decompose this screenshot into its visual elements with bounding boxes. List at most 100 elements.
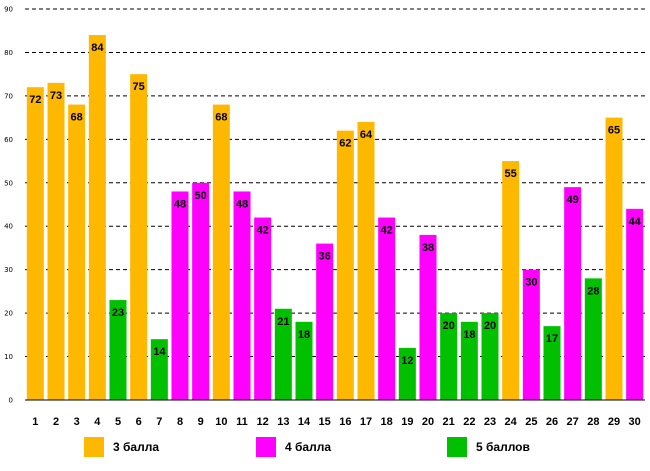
data-label: 21 — [277, 316, 289, 328]
bar — [460, 321, 478, 400]
x-tick-label: 17 — [360, 416, 372, 428]
x-tick-label: 10 — [215, 416, 227, 428]
x-tick-label: 19 — [401, 416, 413, 428]
bar — [357, 121, 375, 400]
y-tick-label: 90 — [4, 6, 13, 14]
bar — [543, 326, 561, 400]
data-label: 28 — [587, 285, 599, 297]
data-label: 18 — [298, 329, 310, 341]
bar — [564, 187, 582, 400]
bar — [26, 87, 44, 400]
bar — [212, 104, 230, 401]
bar — [254, 217, 272, 400]
bar — [378, 217, 396, 400]
y-tick-label: 0 — [9, 397, 13, 405]
data-label: 42 — [257, 225, 269, 237]
x-tick-label: 1 — [32, 416, 38, 428]
x-tick-label: 28 — [587, 416, 599, 428]
data-label: 42 — [381, 225, 393, 237]
legend-swatch-3 — [84, 437, 104, 457]
data-label: 49 — [567, 194, 579, 206]
data-label: 50 — [195, 190, 207, 202]
bar — [109, 300, 127, 400]
data-label: 68 — [71, 112, 83, 124]
bar — [192, 182, 210, 400]
bar — [481, 313, 499, 400]
legend-label-3: 3 балла — [113, 440, 160, 454]
bar — [584, 278, 602, 400]
legend-item-4: 4 балла — [256, 437, 331, 457]
y-tick-label: 40 — [4, 223, 13, 231]
data-label: 20 — [443, 320, 455, 332]
data-label: 62 — [339, 138, 351, 150]
bar — [88, 35, 106, 401]
bar — [522, 269, 540, 400]
bar — [440, 313, 458, 400]
x-tick-label: 6 — [136, 416, 142, 428]
bar — [419, 234, 437, 400]
x-tick-label: 3 — [74, 416, 80, 428]
y-tick-label: 30 — [4, 266, 13, 274]
data-label: 68 — [215, 112, 227, 124]
x-tick-label: 9 — [198, 416, 204, 428]
data-label: 55 — [505, 168, 517, 180]
bar — [502, 161, 520, 400]
x-tick-label: 11 — [236, 416, 248, 428]
x-tick-label: 2 — [53, 416, 59, 428]
x-tick-label: 18 — [381, 416, 393, 428]
data-label: 64 — [360, 129, 373, 141]
x-tick-label: 15 — [319, 416, 331, 428]
x-tick-label: 13 — [277, 416, 289, 428]
data-label: 48 — [236, 198, 248, 210]
y-tick-label: 10 — [4, 353, 13, 361]
legend-item-5: 5 баллов — [447, 437, 530, 457]
x-tick-label: 8 — [177, 416, 183, 428]
bar — [47, 82, 65, 400]
y-tick-label: 70 — [4, 92, 13, 100]
bar — [130, 74, 148, 401]
x-tick-label: 7 — [156, 416, 162, 428]
data-label: 44 — [629, 216, 642, 228]
bar — [336, 130, 354, 400]
x-tick-label: 25 — [525, 416, 537, 428]
bar — [605, 117, 623, 400]
y-tick-label: 50 — [4, 179, 13, 187]
data-label: 30 — [525, 277, 537, 289]
legend-swatch-4 — [256, 437, 276, 457]
data-label: 65 — [608, 125, 620, 137]
legend-label-5: 5 баллов — [476, 440, 530, 454]
y-axis-ticks: 0 10 20 30 40 50 60 70 80 90 — [4, 6, 13, 405]
x-tick-label: 12 — [257, 416, 269, 428]
x-tick-label: 21 — [443, 416, 455, 428]
legend-swatch-5 — [447, 437, 467, 457]
x-tick-label: 26 — [546, 416, 558, 428]
x-tick-label: 20 — [422, 416, 434, 428]
x-tick-label: 27 — [567, 416, 579, 428]
legend-item-3: 3 балла — [84, 437, 159, 457]
y-tick-label: 80 — [4, 49, 13, 57]
bar — [316, 243, 334, 400]
x-tick-label: 24 — [505, 416, 518, 428]
x-axis-ticks: 1 2 3 4 5 6 7 8 9 10 11 12 13 14 15 16 17 18 19 20 21 22 23 24 2… — [32, 416, 641, 428]
bar — [295, 321, 313, 400]
data-label: 20 — [484, 320, 496, 332]
x-tick-label: 14 — [298, 416, 311, 428]
x-tick-label: 29 — [608, 416, 620, 428]
legend-label-4: 4 балла — [285, 440, 332, 454]
x-tick-label: 5 — [115, 416, 121, 428]
bar — [398, 347, 416, 400]
x-tick-label: 22 — [463, 416, 475, 428]
data-label: 36 — [319, 251, 331, 263]
data-label: 72 — [29, 94, 41, 106]
x-tick-label: 30 — [629, 416, 641, 428]
data-label: 17 — [546, 333, 558, 345]
bars — [26, 35, 644, 401]
bar — [274, 308, 292, 400]
y-tick-label: 20 — [4, 310, 13, 318]
data-label: 84 — [91, 42, 104, 54]
x-tick-label: 4 — [94, 416, 101, 428]
data-label: 12 — [401, 355, 413, 367]
y-tick-label: 60 — [4, 136, 13, 144]
x-tick-label: 16 — [339, 416, 351, 428]
data-labels: 72 73 68 84 23 75 14 48 50 68 48 42 21 18 36 62 64 42 12 38… — [29, 42, 641, 367]
